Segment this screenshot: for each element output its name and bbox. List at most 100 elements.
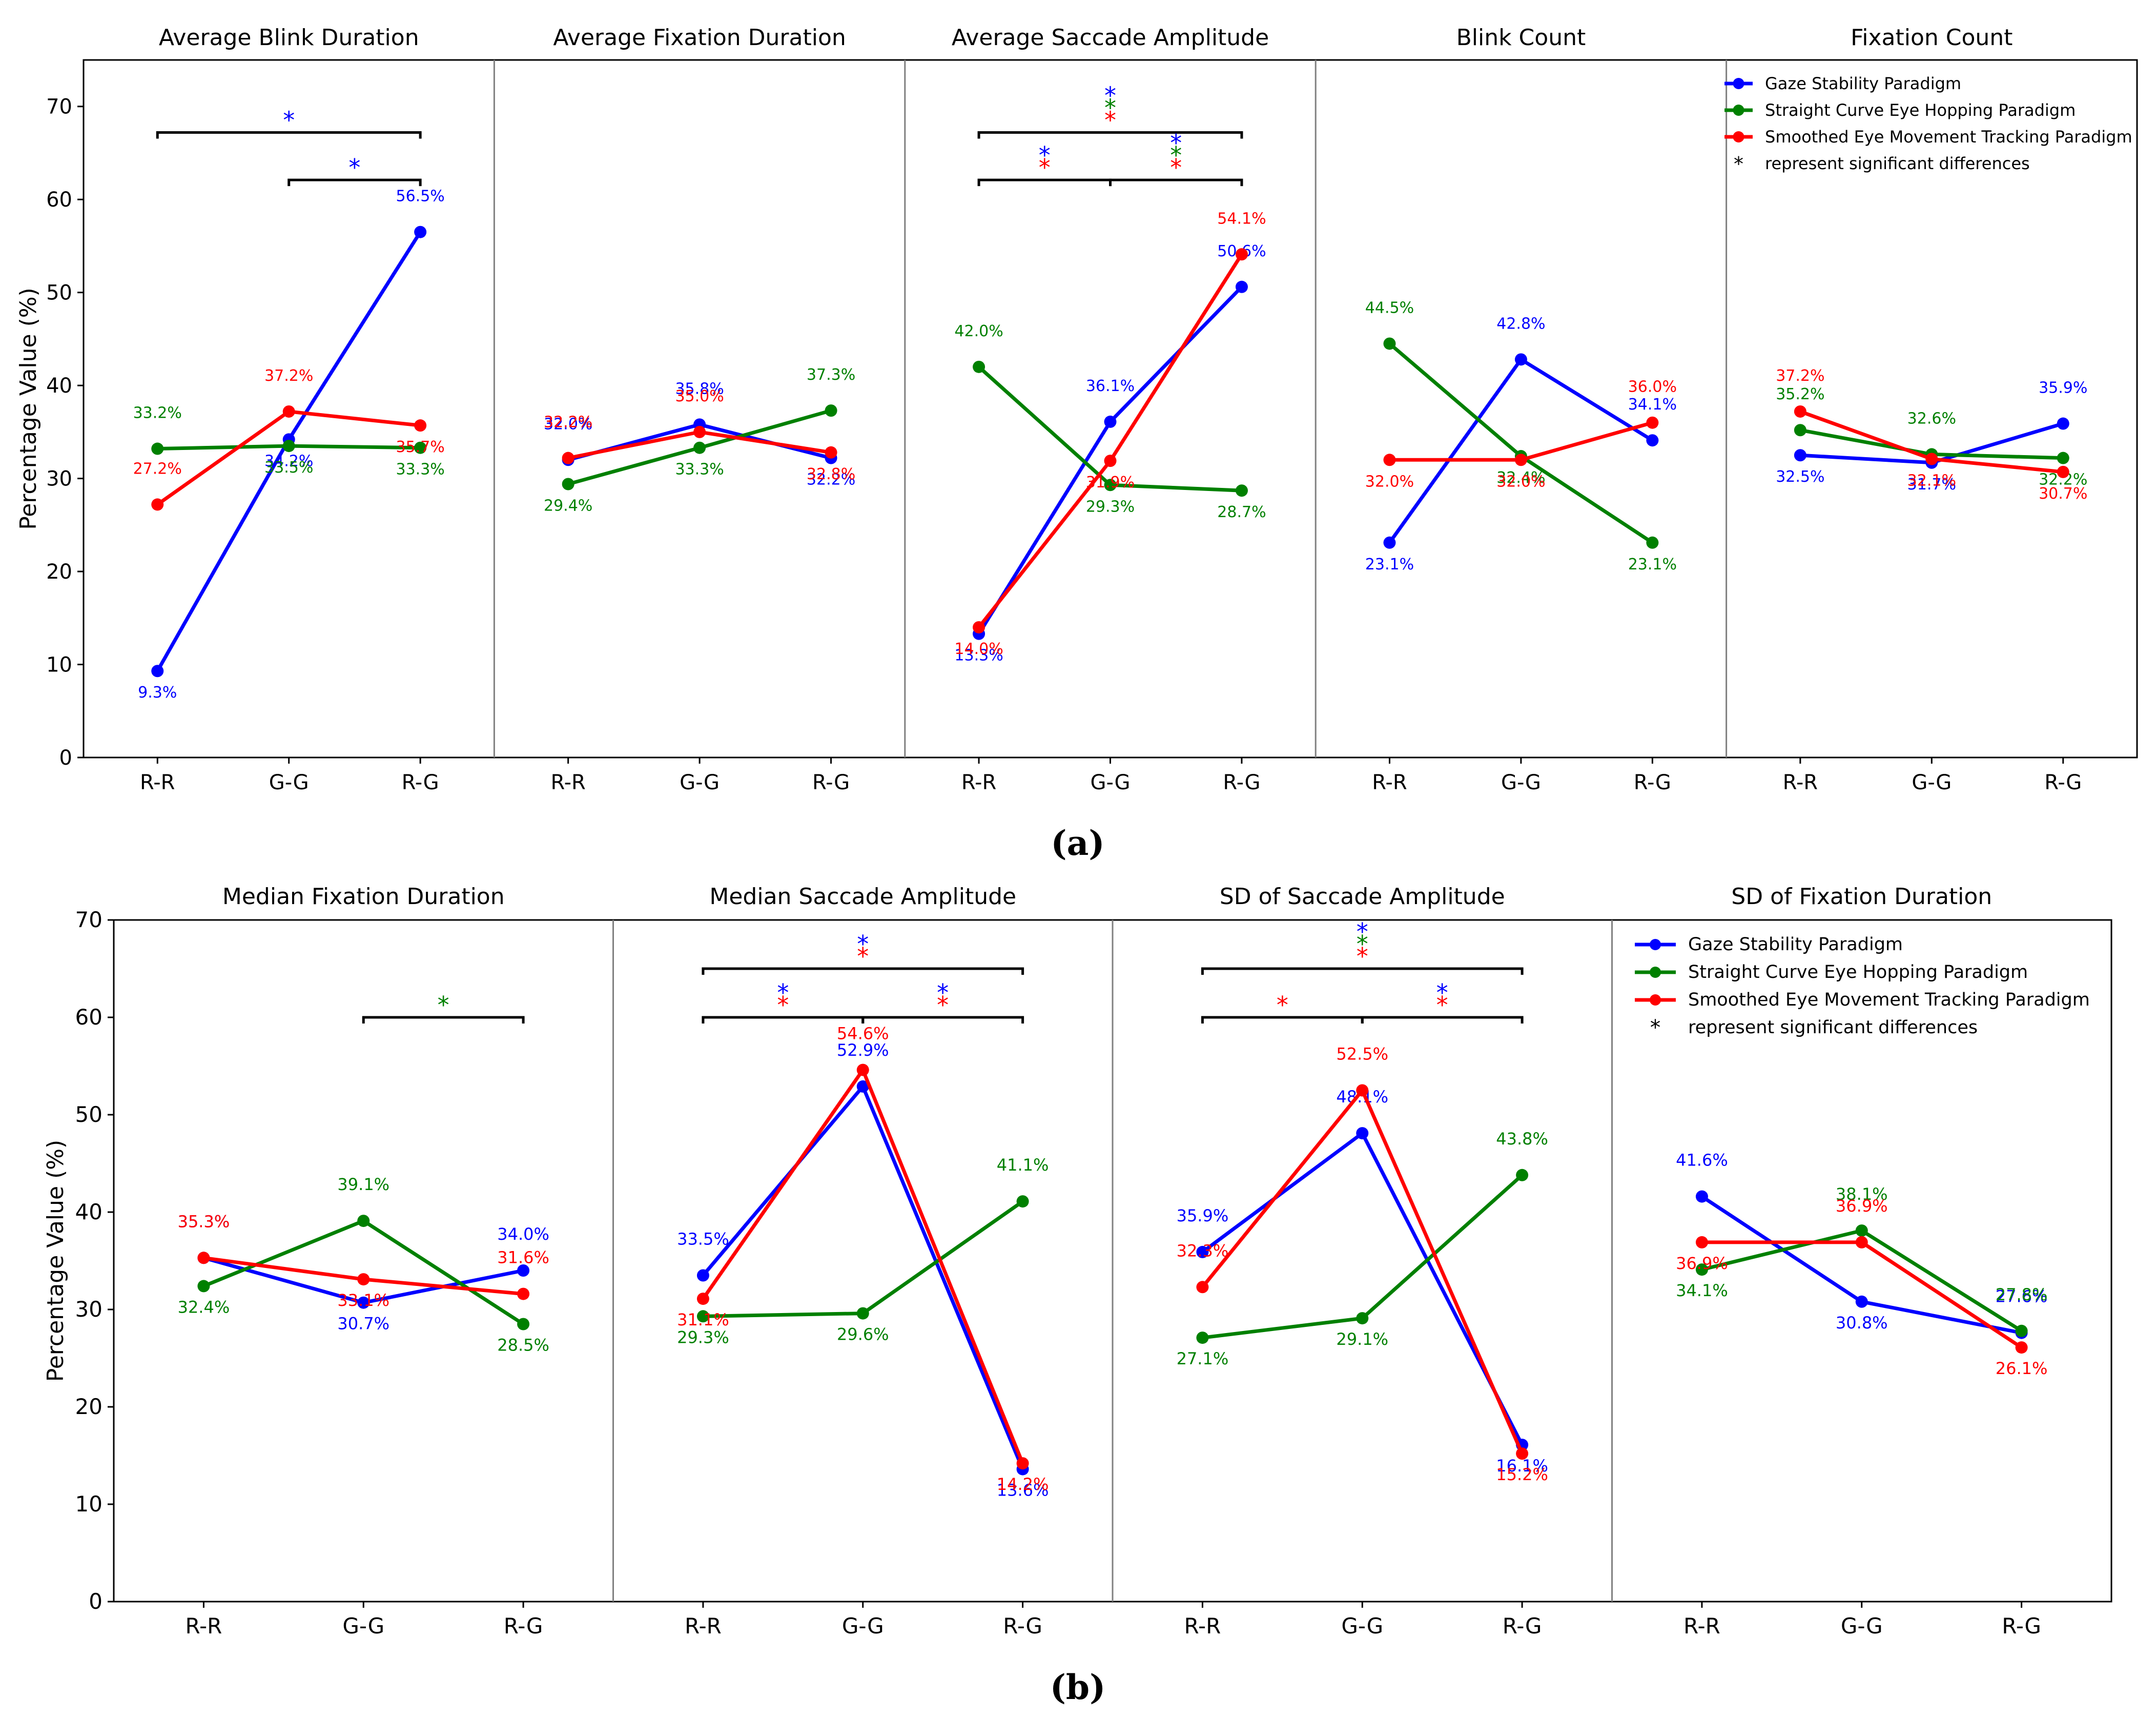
data-point-smoothed	[1794, 405, 1806, 418]
data-point-gaze	[1514, 353, 1527, 366]
x-tick-label: R-R	[961, 771, 996, 794]
data-point-smoothed	[1514, 454, 1527, 466]
data-label-gaze: 27.6%	[1996, 1287, 2048, 1306]
data-label-straight: 27.8%	[1996, 1285, 2048, 1304]
x-tick-label: R-R	[140, 771, 175, 794]
data-label-smoothed: 35.3%	[178, 1212, 230, 1231]
subplot-title: Average Fixation Duration	[553, 25, 846, 51]
data-label-smoothed: 15.2%	[1496, 1465, 1548, 1484]
data-label-gaze: 34.2%	[264, 452, 313, 470]
data-point-gaze	[2057, 417, 2069, 430]
data-point-straight	[197, 1280, 210, 1293]
data-point-straight	[1196, 1332, 1209, 1344]
data-point-straight	[856, 1307, 869, 1320]
data-point-straight	[693, 441, 706, 454]
data-label-straight: 34.1%	[1676, 1281, 1728, 1300]
data-point-smoothed	[825, 446, 837, 459]
panel-b-chart: 0 10 20 30 40 50 60 70 Percentage Value (%) Media…	[43, 884, 2112, 1639]
y-tick-label: 40	[75, 1199, 102, 1224]
legend-marker-gaze	[1650, 939, 1661, 950]
data-point-straight	[1794, 424, 1806, 437]
x-tick-label: R-G	[2002, 1613, 2041, 1639]
legend-label-straight: Straight Curve Eye Hopping Paradigm	[1765, 100, 2076, 120]
data-point-gaze	[1646, 434, 1659, 447]
data-point-straight	[2015, 1324, 2028, 1337]
data-label-gaze: 13.3%	[954, 647, 1003, 665]
significance-bracket	[156, 131, 422, 139]
data-point-straight	[1695, 1263, 1708, 1276]
data-point-smoothed	[1196, 1281, 1209, 1294]
data-label-gaze: 41.6%	[1676, 1151, 1728, 1170]
subplot-title: Average Blink Duration	[159, 25, 419, 51]
series-line-smoothed	[1201, 1087, 1524, 1455]
data-label-gaze: 52.9%	[837, 1040, 889, 1060]
legend-label-straight: Straight Curve Eye Hopping Paradigm	[1688, 962, 2028, 982]
data-point-gaze	[517, 1264, 530, 1277]
subplot-b-2: Median Saccade Amplitude R-R G-G R-G 33.5% 52…	[612, 884, 1049, 1639]
data-label-straight: 41.1%	[997, 1155, 1049, 1175]
data-point-gaze	[151, 665, 164, 678]
y-tick-label: 40	[46, 374, 72, 398]
legend: Gaze Stability Paradigm Straight Curve Ey…	[1635, 934, 2090, 1040]
data-label-straight: 44.5%	[1365, 299, 1414, 317]
data-point-gaze	[856, 1080, 869, 1093]
data-label-gaze: 32.2%	[807, 471, 855, 489]
significance-star-smoothed: *	[1277, 991, 1288, 1019]
data-point-smoothed	[1855, 1236, 1868, 1248]
significance-star-gaze: *	[1104, 82, 1116, 110]
data-label-smoothed: 32.8%	[807, 465, 855, 483]
data-point-straight	[696, 1310, 709, 1323]
data-label-smoothed: 37.2%	[264, 367, 313, 385]
significance-bracket	[1201, 967, 1524, 975]
x-tick-label: R-R	[1372, 771, 1407, 794]
data-point-straight	[1855, 1224, 1868, 1237]
data-label-smoothed: 31.9%	[1086, 474, 1135, 492]
y-tick-label: 70	[75, 907, 102, 932]
data-point-straight	[973, 360, 985, 373]
data-point-straight	[357, 1215, 370, 1227]
data-label-gaze: 34.0%	[497, 1224, 549, 1244]
significance-star-gaze: *	[777, 979, 789, 1007]
data-point-straight	[1646, 536, 1659, 549]
x-tick-label: R-G	[504, 1613, 543, 1639]
significance-star-smoothed: *	[1104, 107, 1116, 134]
x-tick-label: R-R	[185, 1613, 222, 1639]
data-label-straight: 32.4%	[1496, 469, 1545, 487]
data-label-smoothed: 54.1%	[1217, 210, 1266, 228]
data-label-smoothed: 32.0%	[1365, 473, 1414, 490]
data-point-smoothed	[973, 621, 985, 633]
data-point-straight	[151, 442, 164, 455]
significance-star-gaze: *	[937, 979, 949, 1007]
subplot-title: SD of Fixation Duration	[1731, 884, 1992, 910]
data-label-gaze: 32.0%	[544, 415, 592, 433]
data-label-gaze: 23.1%	[1365, 556, 1414, 574]
data-point-smoothed	[1235, 248, 1248, 261]
data-point-smoothed	[562, 452, 574, 464]
x-tick-label: G-G	[1091, 771, 1131, 794]
data-point-smoothed	[696, 1293, 709, 1305]
data-point-smoothed	[517, 1287, 530, 1300]
y-axis-label: Percentage Value (%)	[15, 288, 42, 529]
y-tick-label: 10	[75, 1491, 102, 1517]
data-label-straight: 28.5%	[497, 1336, 549, 1355]
data-label-smoothed: 30.7%	[2039, 485, 2087, 503]
legend-note: represent significant differences	[1765, 154, 2030, 173]
x-tick-label: G-G	[1841, 1613, 1883, 1639]
data-label-smoothed: 32.1%	[1907, 472, 1956, 489]
y-tick-label: 20	[46, 560, 72, 584]
x-tick-label: R-R	[550, 771, 585, 794]
data-point-straight	[282, 440, 295, 453]
y-tick-label: 30	[75, 1297, 102, 1322]
y-tick-label: 0	[59, 746, 72, 770]
significance-star-straight: *	[1170, 141, 1182, 169]
significance-star-gaze: *	[1170, 129, 1182, 157]
data-label-gaze: 33.5%	[677, 1230, 729, 1249]
y-tick-label: 50	[46, 281, 72, 305]
subplot-title: Average Saccade Amplitude	[952, 25, 1269, 51]
data-point-gaze	[696, 1269, 709, 1282]
data-label-gaze: 34.1%	[1628, 396, 1677, 414]
data-point-straight	[414, 441, 427, 454]
data-label-straight: 29.4%	[544, 497, 592, 515]
significance-bracket	[702, 967, 1024, 975]
data-point-straight	[1383, 337, 1396, 350]
